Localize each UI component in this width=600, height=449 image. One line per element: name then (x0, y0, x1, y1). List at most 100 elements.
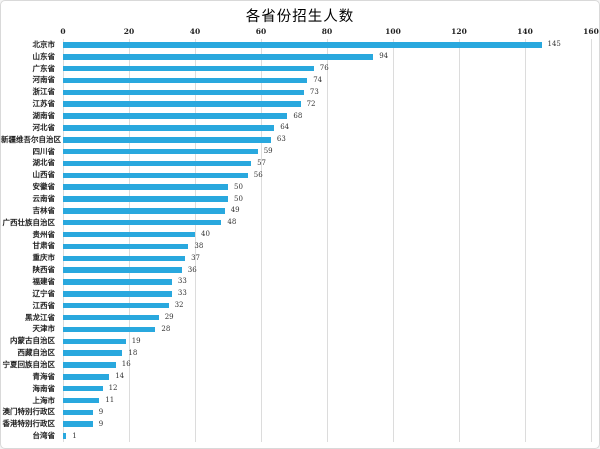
bar (63, 267, 182, 273)
value-label: 32 (174, 301, 184, 310)
bar (63, 409, 93, 416)
bar (63, 362, 116, 368)
bar (63, 326, 156, 333)
grid-line (327, 39, 328, 442)
grid-line (393, 39, 394, 442)
y-axis-label: 山西省 (32, 170, 56, 180)
bar (63, 291, 172, 297)
bar (63, 77, 308, 84)
value-label: 11 (105, 396, 115, 404)
y-axis-label: 重庆市 (32, 253, 56, 263)
bar (63, 196, 228, 202)
y-axis-label: 天津市 (32, 324, 56, 334)
value-label: 64 (280, 123, 290, 132)
bar (63, 113, 288, 119)
value-label: 56 (253, 170, 263, 179)
value-label: 94 (379, 52, 389, 61)
bar (63, 255, 186, 262)
y-axis-label: 澳门特别行政区 (2, 407, 56, 417)
y-axis-label: 上海市 (32, 395, 56, 405)
y-axis-label: 黑龙江省 (25, 312, 55, 322)
y-axis-label: 甘肃省 (32, 241, 56, 251)
y-axis-label: 北京市 (32, 39, 56, 49)
y-axis: 北京市 山东省 广东省 河南省 浙江省 江苏省 湖南省 河北省 新疆维吾尔自治区 四川省 湖北省 山西… (1, 39, 61, 442)
x-tick-label: 80 (321, 27, 333, 36)
bar (63, 125, 275, 131)
value-label: 18 (128, 348, 138, 357)
x-tick-label: 120 (451, 27, 467, 36)
x-tick-label: 0 (60, 27, 66, 36)
bar (63, 374, 110, 380)
bar (63, 89, 304, 96)
y-axis-label: 贵州省 (32, 229, 56, 239)
bar (63, 314, 159, 321)
x-tick-label: 140 (517, 27, 533, 36)
x-tick-label: 20 (123, 27, 135, 36)
grid-line (525, 39, 526, 442)
bar (63, 397, 100, 404)
y-axis-label: 福建省 (32, 276, 56, 286)
x-axis: 0 20 40 60 80 100 120 140 160 (60, 27, 598, 38)
y-axis-label: 湖北省 (32, 158, 56, 168)
y-axis-label: 西藏自治区 (17, 348, 56, 358)
y-axis-label: 四川省 (32, 146, 56, 156)
value-label: 40 (201, 230, 210, 239)
y-axis-label: 安徽省 (32, 182, 56, 192)
value-label: 68 (293, 111, 303, 120)
value-label: 48 (227, 218, 237, 227)
value-label: 74 (313, 75, 323, 84)
value-label: 63 (276, 135, 286, 144)
bar (63, 42, 542, 48)
value-label: 33 (177, 289, 187, 298)
bar (63, 65, 314, 72)
grid-line (591, 39, 592, 442)
y-axis-label: 云南省 (32, 194, 56, 203)
value-label: 16 (121, 360, 131, 369)
bar (63, 243, 189, 250)
value-label: 28 (161, 324, 171, 333)
value-label: 57 (257, 158, 267, 167)
grid-line (459, 39, 460, 442)
x-tick-label: 160 (583, 27, 599, 36)
y-axis-label: 广东省 (32, 63, 56, 73)
y-axis-label: 辽宁省 (32, 288, 56, 298)
bar (63, 54, 374, 60)
value-label: 50 (234, 182, 243, 191)
plot-area: 145 94 76 74 73 72 68 64 63 59 57 56 50 50 49 48 40 38 37 3… (63, 39, 592, 442)
bar (63, 172, 248, 179)
y-axis-label: 青海省 (32, 371, 56, 381)
value-label: 9 (98, 407, 104, 416)
value-label: 19 (131, 336, 141, 345)
value-label: 12 (108, 384, 118, 393)
y-axis-label: 吉林省 (32, 205, 56, 215)
value-label: 76 (319, 64, 329, 73)
y-axis-label: 台湾省 (32, 431, 56, 441)
bar (63, 219, 222, 226)
x-tick-label: 40 (189, 27, 201, 36)
bar (63, 338, 126, 344)
value-label: 14 (115, 372, 125, 381)
value-label: 9 (98, 419, 104, 428)
y-axis-label: 内蒙古自治区 (10, 336, 55, 346)
grid-line (195, 39, 196, 442)
y-axis-label: 江苏省 (32, 99, 56, 109)
bar (63, 137, 271, 143)
bar (63, 385, 103, 392)
bar (63, 302, 169, 309)
value-label: 37 (191, 253, 201, 262)
y-axis-label: 新疆维吾尔自治区 (1, 134, 61, 144)
value-label: 50 (234, 194, 243, 203)
grid-line (129, 39, 130, 442)
chart-title: 各省份招生人数 (245, 9, 355, 25)
x-tick-label: 60 (255, 27, 267, 36)
value-label: 33 (177, 277, 187, 286)
y-axis-label: 陕西省 (32, 265, 56, 275)
value-label: 1 (72, 431, 77, 440)
y-axis-label: 山东省 (32, 51, 56, 61)
x-tick-label: 100 (385, 27, 401, 36)
bar (63, 184, 228, 190)
value-label: 29 (164, 313, 174, 322)
bar (63, 433, 67, 439)
value-label: 59 (263, 147, 273, 156)
